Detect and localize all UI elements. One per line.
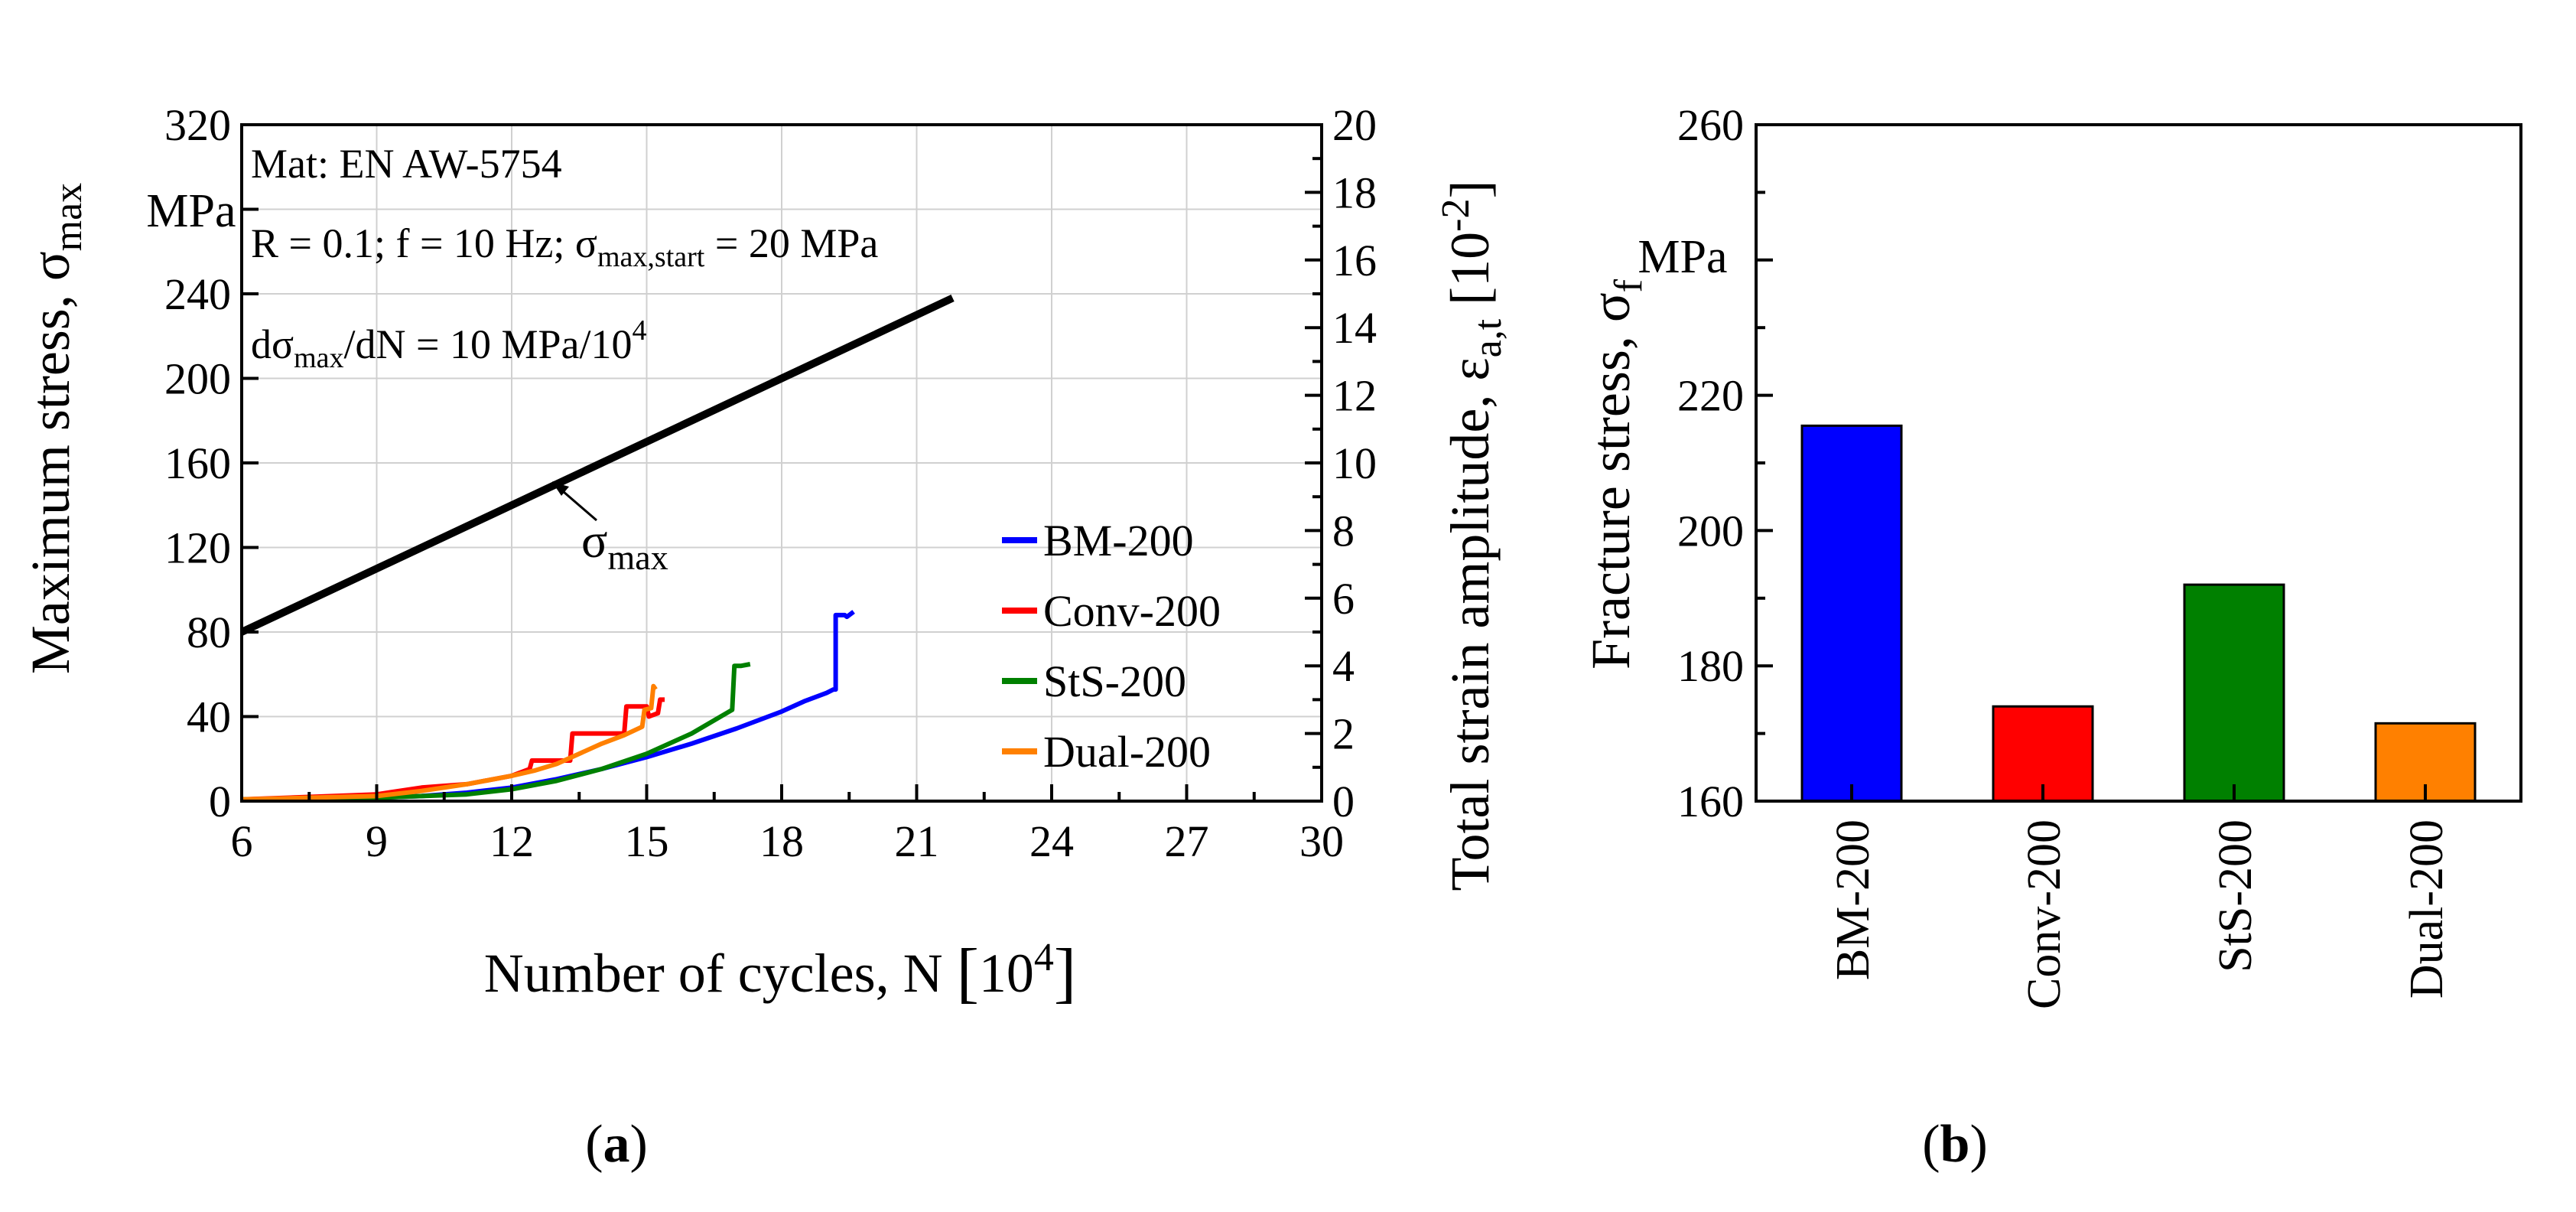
series-line-dual-200 — [241, 683, 658, 802]
y2-tick-label: 12 — [1332, 371, 1377, 421]
sigma-max-label: σmax — [581, 513, 668, 577]
x-tick-label: 15 — [625, 816, 669, 866]
y2-tick-label: 8 — [1332, 506, 1355, 556]
x-tick-label: BM-200 — [1827, 819, 1879, 980]
chart-a-ticks: 6 9 12 15 18 21 24 27 30040801201602002403200246… — [164, 100, 1377, 866]
series-line-bm-200 — [241, 610, 855, 802]
y2-axis-label: Total strain amplitude, εa,t [10-2] — [1434, 181, 1510, 891]
x-tick-label: 9 — [366, 816, 388, 866]
y2-tick-label: 16 — [1332, 236, 1377, 285]
x-tick-label: Dual-200 — [2401, 819, 2453, 999]
panel-label-b: (b) — [1922, 1115, 1988, 1174]
y-tick-label: 220 — [1677, 371, 1744, 421]
chart-a-grid — [242, 125, 1322, 801]
legend-label: Dual-200 — [1043, 727, 1211, 777]
y-tick-label: 240 — [164, 269, 231, 319]
y-tick-label: 180 — [1677, 641, 1744, 691]
bar-bm-200 — [1800, 424, 1903, 803]
x-tick-label: 21 — [895, 816, 939, 866]
conditions-annotation: R = 0.1; f = 10 Hz; σmax,start = 20 MPa — [251, 220, 878, 273]
y2-tick-label: 18 — [1332, 168, 1377, 217]
bar-dual-200 — [2374, 722, 2477, 803]
y-tick-label: 200 — [1677, 506, 1744, 556]
panel-label-a: (a) — [585, 1115, 648, 1174]
x-tick-label: Conv-200 — [2018, 819, 2070, 1009]
y2-tick-label: 4 — [1332, 641, 1355, 691]
y-axis-unit: MPa — [146, 185, 236, 237]
material-annotation: Mat: EN AW-5754 — [251, 141, 562, 187]
y-axis-label-b: Fracture stress, σf — [1580, 279, 1651, 670]
y2-tick-label: 10 — [1332, 438, 1377, 488]
y2-tick-label: 0 — [1332, 777, 1355, 826]
panel-b: 160 180 200 220 260 BM-200 Conv-200 StS-200 Dual… — [1580, 100, 2522, 1174]
series-line-conv-200 — [241, 697, 665, 802]
y2-tick-label: 14 — [1332, 303, 1377, 353]
x-tick-label: 18 — [759, 816, 804, 866]
y-tick-label: 160 — [1677, 777, 1744, 826]
x-tick-label: 30 — [1299, 816, 1344, 866]
x-tick-label: StS-200 — [2210, 819, 2262, 973]
y-tick-label: 80 — [187, 608, 231, 657]
y2-tick-label: 20 — [1332, 100, 1377, 150]
y-tick-label: 320 — [164, 100, 231, 150]
sigma-pointer-arrowhead — [552, 482, 569, 496]
y-tick-label: 160 — [164, 438, 231, 488]
chart-b-marks — [1800, 424, 2477, 803]
x-axis-label: Number of cycles, N [104] — [484, 936, 1076, 1010]
panel-a: 6 9 12 15 18 21 24 27 30040801201602002403200246… — [20, 100, 1510, 1174]
series-line-stress — [239, 294, 955, 636]
x-tick-label: 12 — [490, 816, 534, 866]
chart-b-ticks: 160 180 200 220 260 BM-200 Conv-200 StS-200 Dual… — [1677, 100, 2453, 1009]
y-tick-label: 0 — [209, 777, 231, 826]
y2-tick-label: 6 — [1332, 574, 1355, 624]
y-tick-label: 40 — [187, 692, 231, 742]
y-tick-label: 120 — [164, 523, 231, 573]
series-line-sts-200 — [241, 662, 751, 802]
x-tick-label: 24 — [1029, 816, 1074, 866]
y2-tick-label: 2 — [1332, 709, 1355, 759]
legend-label: BM-200 — [1043, 516, 1194, 565]
y-tick-label: 200 — [164, 354, 231, 404]
y-axis-label: Maximum stress, σmax — [20, 183, 90, 674]
y-tick-label: 260 — [1677, 100, 1744, 150]
x-tick-label: 27 — [1165, 816, 1209, 866]
legend: BM-200 Conv-200 StS-200 Dual-200 — [1002, 516, 1221, 777]
bar-sts-200 — [2183, 583, 2285, 803]
rate-annotation: dσmax/dN = 10 MPa/104 — [251, 314, 647, 374]
legend-label: StS-200 — [1043, 656, 1186, 706]
legend-label: Conv-200 — [1043, 586, 1221, 636]
x-tick-label: 6 — [231, 816, 253, 866]
y-axis-unit-b: MPa — [1638, 231, 1727, 283]
chart-a-marks — [239, 294, 955, 802]
